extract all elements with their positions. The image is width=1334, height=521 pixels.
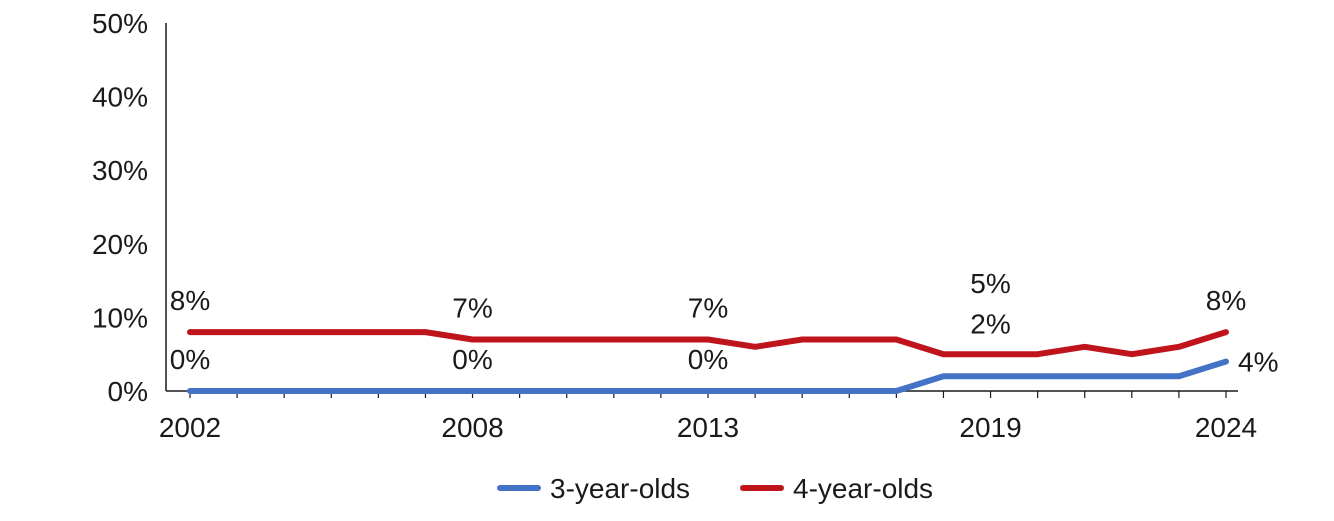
x-tick-label: 2024	[1195, 412, 1257, 443]
series-line-4-year-olds	[187, 329, 1229, 358]
y-tick-label: 10%	[92, 302, 148, 333]
x-tick-label: 2008	[441, 412, 503, 443]
legend-label-3-year-olds: 3-year-olds	[550, 473, 690, 504]
data-labels: 8% 7% 7% 5% 8% 0% 0% 0% 2% 4%	[170, 268, 1279, 377]
series-line-3-year-olds	[187, 358, 1229, 394]
series-lines	[187, 329, 1229, 394]
y-tick-label: 50%	[92, 8, 148, 39]
y-axis: 0% 10% 20% 30% 40% 50%	[92, 8, 167, 407]
legend: 3-year-olds 4-year-olds	[497, 473, 933, 504]
x-tick-label: 2019	[959, 412, 1021, 443]
x-tick-label: 2013	[677, 412, 739, 443]
y-tick-label: 40%	[92, 82, 148, 113]
x-axis: 2002 2008 2013 2019 2024	[159, 390, 1257, 443]
data-label-4-year-olds: 8%	[1206, 285, 1246, 316]
y-tick-label: 0%	[108, 376, 148, 407]
data-label-3-year-olds: 4%	[1238, 347, 1278, 378]
data-label-4-year-olds: 8%	[170, 285, 210, 316]
data-label-4-year-olds: 7%	[452, 292, 492, 323]
data-label-3-year-olds: 0%	[452, 344, 492, 375]
y-tick-label: 30%	[92, 155, 148, 186]
data-label-4-year-olds: 5%	[970, 268, 1010, 299]
y-tick-label: 20%	[92, 229, 148, 260]
x-tick-label: 2002	[159, 412, 221, 443]
data-label-4-year-olds: 7%	[688, 292, 728, 323]
data-label-3-year-olds: 2%	[970, 308, 1010, 339]
data-label-3-year-olds: 0%	[688, 344, 728, 375]
legend-label-4-year-olds: 4-year-olds	[793, 473, 933, 504]
data-label-3-year-olds: 0%	[170, 344, 210, 375]
